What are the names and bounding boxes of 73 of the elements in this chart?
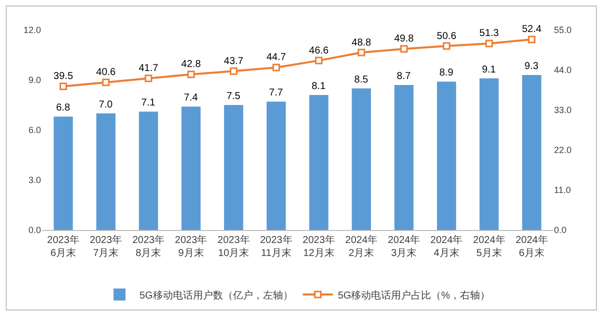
data-label: 42.8 xyxy=(181,59,202,70)
bar xyxy=(309,95,328,230)
point xyxy=(442,42,450,50)
point xyxy=(358,48,366,56)
bar xyxy=(394,85,414,230)
data-label: 49.8 xyxy=(394,34,414,45)
bar xyxy=(54,116,73,230)
data-label: 8.7 xyxy=(396,71,412,82)
point xyxy=(230,67,238,75)
y-tick-label: 0.0 xyxy=(28,225,41,236)
x-tick-label: 2023年 12月末 xyxy=(302,234,335,259)
data-label: 6.8 xyxy=(56,102,70,114)
bar xyxy=(96,113,116,230)
data-label: 39.5 xyxy=(54,71,74,82)
x-tick-label: 2024年 2月末 xyxy=(345,234,378,259)
data-label: 7.0 xyxy=(98,99,114,110)
point xyxy=(187,70,195,78)
x-tick-label: 2023年 11月末 xyxy=(260,234,292,259)
legend-label: 5G移动电话用户数（亿户，左轴） xyxy=(140,289,293,302)
bar xyxy=(480,78,499,230)
data-label: 7.1 xyxy=(141,98,156,109)
data-label: 7.5 xyxy=(226,91,241,102)
y2-tick-label: 55.0 xyxy=(554,25,572,36)
y2-tick-label: 33.0 xyxy=(554,105,572,116)
bar xyxy=(224,105,244,230)
x-tick-label: 2024年 4月末 xyxy=(430,234,463,259)
data-label: 41.7 xyxy=(138,63,159,74)
legend-label: 5G移动电话用户占比（%，右轴） xyxy=(338,289,490,302)
x-tick-label: 2023年 6月末 xyxy=(47,234,80,259)
y-tick-label: 3.0 xyxy=(28,175,41,186)
data-label: 8.5 xyxy=(354,74,369,86)
data-label: 50.6 xyxy=(436,30,457,42)
x-tick-label: 2024年 5月末 xyxy=(473,234,506,259)
x-tick-label: 2024年 6月末 xyxy=(516,234,548,259)
x-tick-label: 2024年 3月末 xyxy=(388,234,420,259)
point xyxy=(528,36,536,44)
data-label: 8.9 xyxy=(439,68,454,79)
data-label: 7.7 xyxy=(269,88,284,99)
x-tick-label: 2023年 9月末 xyxy=(174,234,208,259)
bar xyxy=(436,82,456,230)
data-label: 9.3 xyxy=(524,61,539,72)
point xyxy=(400,45,408,53)
x-tick-label: 2023年 7月末 xyxy=(90,234,122,259)
bar xyxy=(266,102,286,230)
data-label: 9.1 xyxy=(482,64,496,76)
y-tick-label: 6.0 xyxy=(28,125,41,136)
bar xyxy=(138,112,158,230)
y2-tick-label: 11.0 xyxy=(554,185,571,196)
data-label: 48.8 xyxy=(352,37,372,48)
data-label: 44.7 xyxy=(266,52,286,64)
x-tick-label: 2023年 10月末 xyxy=(218,234,250,259)
bar xyxy=(181,106,201,230)
x-tick-label: 2023年 8月末 xyxy=(132,234,165,259)
point xyxy=(60,82,68,90)
point xyxy=(315,56,323,64)
data-label: 40.6 xyxy=(96,67,116,78)
point xyxy=(272,64,280,72)
data-label: 52.4 xyxy=(522,24,542,36)
y2-tick-label: 44.0 xyxy=(554,65,572,76)
data-label: 51.3 xyxy=(479,28,500,40)
y2-tick-label: 0.0 xyxy=(554,225,567,236)
bar xyxy=(522,75,542,230)
data-label: 46.6 xyxy=(309,45,329,56)
point xyxy=(485,40,493,48)
data-label: 7.4 xyxy=(184,92,198,104)
data-label: 8.1 xyxy=(312,81,326,92)
y-tick-label: 9.0 xyxy=(28,75,41,86)
bar xyxy=(352,88,371,230)
point xyxy=(144,74,152,82)
y-tick-label: 12.0 xyxy=(23,25,41,36)
point xyxy=(102,78,110,86)
data-label: 43.7 xyxy=(224,56,244,67)
y2-tick-label: 22.0 xyxy=(554,145,572,156)
